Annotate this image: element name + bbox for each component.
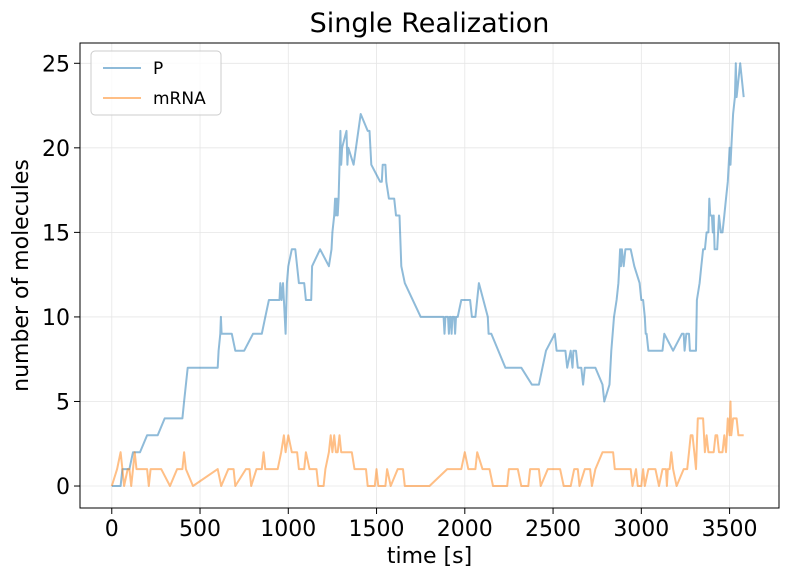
x-tick-label: 0 [105, 517, 119, 542]
x-tick-label: 1000 [260, 517, 316, 542]
y-tick-label: 20 [42, 137, 70, 162]
x-tick-label: 1500 [349, 517, 405, 542]
plot-area-frame [79, 42, 780, 509]
y-tick-label: 5 [56, 390, 70, 415]
legend-label-p: P [153, 59, 163, 79]
x-axis-label: time [s] [387, 544, 472, 569]
legend-label-mrna: mRNA [153, 89, 206, 109]
legend: P mRNA [90, 50, 222, 116]
series-layer [110, 62, 745, 487]
x-tick-label: 2500 [525, 517, 581, 542]
x-tick-label: 2000 [437, 517, 493, 542]
series-line-p [111, 62, 745, 487]
y-axis-label: number of molecules [9, 159, 34, 392]
y-tick-label: 0 [56, 475, 70, 500]
x-axis: 0 500 1000 1500 2000 2500 3000 3500 [105, 508, 758, 542]
y-tick-label: 15 [42, 221, 70, 246]
y-tick-label: 25 [42, 52, 70, 77]
chart-title: Single Realization [310, 8, 550, 39]
x-tick-label: 3500 [702, 517, 758, 542]
series-line-mrna [110, 400, 744, 487]
x-tick-label: 500 [179, 517, 221, 542]
y-axis: 0 5 10 15 20 25 [42, 52, 80, 500]
y-tick-label: 10 [42, 306, 70, 331]
x-tick-label: 3000 [613, 517, 669, 542]
